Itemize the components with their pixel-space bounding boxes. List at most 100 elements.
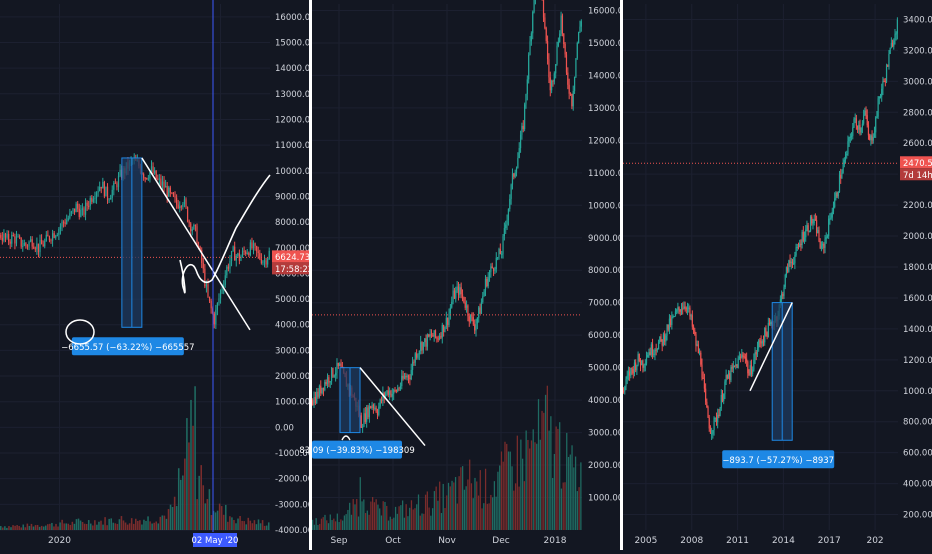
candle-body xyxy=(371,405,373,409)
volume-bar xyxy=(253,520,256,530)
volume-bar xyxy=(132,523,135,530)
volume-bar xyxy=(259,523,262,530)
candle-body xyxy=(894,34,896,41)
volume-bar xyxy=(216,510,219,530)
candle-body xyxy=(630,367,632,376)
y-tick-label: 9000.00 xyxy=(275,192,310,202)
volume-bar xyxy=(511,466,513,530)
candle-body xyxy=(698,352,701,354)
candle-body xyxy=(410,369,412,380)
candle-body xyxy=(867,125,870,136)
volume-bar xyxy=(57,526,59,530)
candle-body xyxy=(815,220,818,234)
candle-body xyxy=(487,277,489,287)
candle-body xyxy=(422,342,424,351)
candle-body xyxy=(690,315,692,317)
candle-body xyxy=(394,389,396,391)
y-tick-label: 5000.00 xyxy=(588,364,623,374)
volume-bar xyxy=(458,476,460,530)
candle-body xyxy=(456,286,458,291)
candle-body xyxy=(858,125,860,130)
candle-body xyxy=(193,224,195,230)
volume-bar xyxy=(553,453,556,530)
y-tick-label: 4000.00 xyxy=(588,396,623,406)
candle-body xyxy=(434,330,437,338)
volume-bar xyxy=(184,458,186,530)
candle-body xyxy=(97,190,99,193)
y-tick-label: 1200.00 xyxy=(903,356,932,366)
volume-bar xyxy=(147,516,149,530)
candle-body xyxy=(387,390,389,395)
volume-bar xyxy=(442,483,444,530)
candle-body xyxy=(367,407,369,418)
candle-body xyxy=(819,241,821,249)
volume-bar xyxy=(241,520,243,530)
candle-body xyxy=(75,203,77,213)
candle-body xyxy=(19,236,21,238)
volume-bar xyxy=(122,520,125,530)
candle-body xyxy=(445,317,447,328)
candle-body xyxy=(742,354,744,357)
candle-body xyxy=(889,47,891,54)
candle-body xyxy=(873,132,876,138)
candle-body xyxy=(322,387,325,390)
y-tick-label: 2000.00 xyxy=(275,372,310,382)
last-price-label: 2470.5 xyxy=(903,159,932,169)
candle-body xyxy=(158,178,160,180)
candle-body xyxy=(262,261,264,264)
candle-body xyxy=(376,411,379,415)
volume-bar xyxy=(83,523,86,530)
candle-body xyxy=(417,354,419,358)
volume-bar xyxy=(409,507,411,530)
volume-bar xyxy=(523,481,526,530)
candle-body xyxy=(403,376,406,379)
candle-body xyxy=(497,257,499,259)
candle-body xyxy=(756,347,759,355)
volume-bar xyxy=(507,451,510,530)
volume-bar xyxy=(440,513,443,530)
volume-bar xyxy=(90,523,92,530)
candle-body xyxy=(863,115,865,124)
candle-body xyxy=(806,225,808,230)
candle-body xyxy=(568,84,570,94)
candle-body xyxy=(418,350,420,355)
y-tick-label: 11000.00 xyxy=(588,169,629,179)
candle-body xyxy=(379,399,381,407)
candle-body xyxy=(768,322,771,325)
candle-body xyxy=(694,330,696,335)
projection-drawing xyxy=(179,174,271,294)
candle-body xyxy=(335,373,337,376)
volume-bar xyxy=(38,526,41,530)
volume-bar xyxy=(6,527,8,530)
volume-bar xyxy=(45,525,47,530)
volume-bar xyxy=(36,524,39,530)
volume-bar xyxy=(372,497,374,530)
candle-body xyxy=(179,206,181,209)
candle-body xyxy=(649,352,651,355)
volume-bar xyxy=(40,525,43,530)
volume-bar xyxy=(106,525,108,530)
candle-body xyxy=(190,223,192,232)
candle-body xyxy=(150,166,153,172)
volume-bar xyxy=(352,499,354,530)
candle-body xyxy=(743,356,745,358)
candle-body xyxy=(448,313,450,325)
candle-body xyxy=(86,202,88,206)
volume-bar xyxy=(529,448,531,530)
candle-body xyxy=(552,80,554,82)
candle-body xyxy=(691,315,693,327)
candle-body xyxy=(799,243,801,248)
countdown-label: 7d 14h xyxy=(903,171,932,181)
candle-body xyxy=(822,243,824,246)
volume-bar xyxy=(449,486,451,530)
candle-body xyxy=(424,338,426,343)
candle-body xyxy=(105,186,107,197)
candle-body xyxy=(651,344,654,355)
candle-body xyxy=(492,268,495,271)
candle-body xyxy=(252,243,255,249)
candle-body xyxy=(647,354,649,358)
candle-body xyxy=(89,197,91,206)
candle-body xyxy=(701,364,703,378)
volume-bar xyxy=(350,514,353,530)
